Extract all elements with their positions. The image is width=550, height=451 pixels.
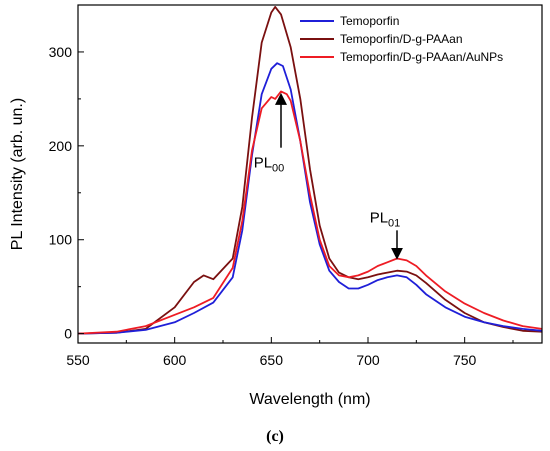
figure-caption: (c)	[266, 428, 284, 445]
y-tick-label: 0	[64, 326, 72, 342]
x-tick-label: 600	[163, 352, 187, 368]
series-line-3	[78, 90, 542, 335]
y-axis: 0 100 200 300	[49, 44, 84, 342]
annotations: PL00 PL01	[254, 92, 403, 260]
x-tick-label: 550	[66, 352, 90, 368]
x-tick-label: 750	[453, 352, 477, 368]
y-tick-label: 100	[49, 232, 73, 248]
annotation-label-2: PL01	[370, 209, 401, 229]
legend-label-2: Temoporfin/D-g-PAAan	[340, 32, 463, 46]
series-line-1	[78, 62, 542, 335]
legend: Temoporfin Temoporfin/D-g-PAAan Temoporfin…	[300, 14, 503, 64]
x-tick-label: 650	[260, 352, 284, 368]
y-tick-label: 300	[49, 44, 73, 60]
x-tick-label: 700	[356, 352, 380, 368]
x-axis-title: Wavelength (nm)	[249, 391, 370, 408]
y-axis-title: PL Intensity (arb. un.)	[9, 98, 26, 250]
annotation-label-1: PL00	[254, 155, 285, 175]
x-axis: 550 600 650 700 750	[66, 337, 514, 368]
legend-label-3: Temoporfin/D-g-PAAan/AuNPs	[340, 50, 503, 64]
y-tick-label: 200	[49, 138, 73, 154]
legend-label-1: Temoporfin	[340, 14, 399, 28]
plot-frame	[77, 4, 543, 344]
series-group	[78, 6, 542, 335]
series-line-2	[78, 6, 542, 335]
